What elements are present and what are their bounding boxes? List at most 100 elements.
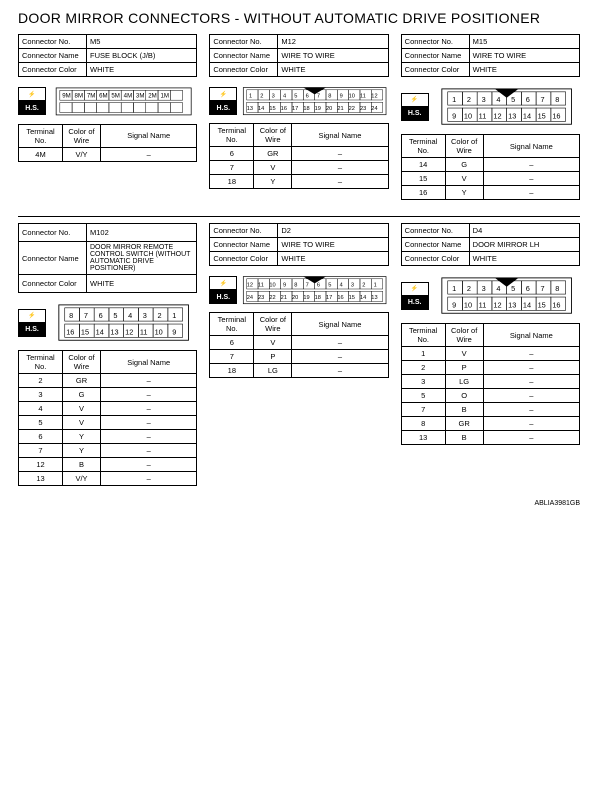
svg-text:1: 1 [452, 95, 456, 104]
svg-text:18: 18 [304, 106, 310, 112]
svg-text:1M: 1M [160, 93, 169, 100]
header-table: Connector No.M12 Connector NameWIRE TO W… [209, 34, 388, 77]
header-table: Connector No.M102 Connector NameDOOR MIR… [18, 223, 197, 293]
svg-text:10: 10 [464, 111, 472, 120]
divider [18, 216, 580, 217]
hs-icon: ⚡H.S. [401, 282, 429, 310]
section-bottom: Connector No.M102 Connector NameDOOR MIR… [18, 223, 580, 486]
svg-text:20: 20 [292, 295, 298, 301]
svg-text:9: 9 [452, 300, 456, 309]
svg-text:3: 3 [272, 94, 275, 100]
svg-text:9: 9 [172, 327, 176, 336]
svg-text:9: 9 [283, 283, 286, 289]
svg-text:24: 24 [247, 295, 253, 301]
svg-text:6: 6 [525, 95, 529, 104]
svg-text:12: 12 [372, 94, 378, 100]
page-title: DOOR MIRROR CONNECTORS - WITHOUT AUTOMAT… [18, 10, 580, 26]
svg-text:21: 21 [338, 106, 344, 112]
svg-text:3: 3 [143, 311, 147, 320]
svg-text:4M: 4M [124, 93, 133, 100]
hs-icon: ⚡H.S. [18, 309, 46, 337]
connector-D2: Connector No.D2 Connector NameWIRE TO WI… [209, 223, 388, 486]
svg-text:7: 7 [540, 284, 544, 293]
svg-text:22: 22 [349, 106, 355, 112]
svg-text:4: 4 [283, 94, 286, 100]
svg-text:15: 15 [537, 111, 545, 120]
pin-table: Terminal No.Color of WireSignal Name 6V–… [209, 312, 388, 378]
svg-text:10: 10 [270, 283, 276, 289]
svg-text:13: 13 [508, 300, 516, 309]
svg-text:14: 14 [360, 295, 366, 301]
pin-table: Terminal No.Color of WireSignal Name 14G… [401, 134, 580, 200]
svg-text:6: 6 [99, 311, 103, 320]
connector-D4: Connector No.D4 Connector NameDOOR MIRRO… [401, 223, 580, 486]
svg-text:14: 14 [523, 111, 531, 120]
svg-text:7: 7 [306, 283, 309, 289]
hs-icon: ⚡H.S. [209, 87, 237, 115]
svg-text:7: 7 [84, 311, 88, 320]
svg-text:11: 11 [140, 327, 148, 336]
connector-M12: Connector No.M12 Connector NameWIRE TO W… [209, 34, 388, 200]
svg-text:16: 16 [338, 295, 344, 301]
svg-text:5: 5 [511, 284, 515, 293]
svg-text:9: 9 [340, 94, 343, 100]
svg-text:10: 10 [464, 300, 472, 309]
pin-table: Terminal No.Color of WireSignal Name 6GR… [209, 123, 388, 189]
hs-icon: ⚡H.S. [401, 93, 429, 121]
svg-text:5M: 5M [111, 93, 120, 100]
connector-diagram: 121110987654321 242322212019181716151413 [241, 272, 388, 308]
svg-text:7: 7 [317, 94, 320, 100]
svg-text:23: 23 [360, 106, 366, 112]
svg-text:19: 19 [315, 106, 321, 112]
svg-text:6: 6 [306, 94, 309, 100]
pin-table: Terminal No.Color of WireSignal Name 2GR… [18, 350, 197, 486]
svg-text:2: 2 [363, 283, 366, 289]
svg-text:2: 2 [261, 94, 264, 100]
svg-text:13: 13 [110, 327, 118, 336]
svg-text:4: 4 [496, 95, 500, 104]
svg-text:1: 1 [374, 283, 377, 289]
svg-text:16: 16 [552, 300, 560, 309]
svg-text:16: 16 [552, 111, 560, 120]
svg-text:13: 13 [247, 106, 253, 112]
svg-text:13: 13 [372, 295, 378, 301]
svg-text:22: 22 [270, 295, 276, 301]
svg-text:15: 15 [349, 295, 355, 301]
svg-text:9: 9 [452, 111, 456, 120]
section-top: Connector No.M5 Connector NameFUSE BLOCK… [18, 34, 580, 200]
svg-text:13: 13 [508, 111, 516, 120]
svg-text:2: 2 [467, 284, 471, 293]
svg-text:11: 11 [360, 94, 366, 100]
svg-text:17: 17 [326, 295, 332, 301]
svg-text:16: 16 [281, 106, 287, 112]
svg-text:14: 14 [258, 106, 264, 112]
header-table: Connector No.M15 Connector NameWIRE TO W… [401, 34, 580, 77]
svg-text:14: 14 [96, 327, 104, 336]
svg-text:6M: 6M [99, 93, 108, 100]
svg-text:17: 17 [292, 106, 298, 112]
svg-text:12: 12 [247, 283, 253, 289]
connector-M5: Connector No.M5 Connector NameFUSE BLOCK… [18, 34, 197, 200]
connector-M15: Connector No.M15 Connector NameWIRE TO W… [401, 34, 580, 200]
connector-M102: Connector No.M102 Connector NameDOOR MIR… [18, 223, 197, 486]
hs-icon: ⚡H.S. [209, 276, 237, 304]
svg-text:5: 5 [113, 311, 117, 320]
svg-text:8: 8 [295, 283, 298, 289]
svg-text:11: 11 [478, 111, 486, 120]
svg-text:21: 21 [281, 295, 287, 301]
svg-text:19: 19 [304, 295, 310, 301]
svg-text:15: 15 [270, 106, 276, 112]
svg-text:8: 8 [69, 311, 73, 320]
connector-diagram: 123456789101112 131415161718192021222324 [241, 83, 388, 119]
svg-text:4: 4 [128, 311, 132, 320]
svg-text:3M: 3M [136, 93, 145, 100]
svg-text:5: 5 [511, 95, 515, 104]
svg-text:20: 20 [326, 106, 332, 112]
svg-text:5: 5 [295, 94, 298, 100]
svg-text:3: 3 [481, 284, 485, 293]
svg-text:10: 10 [349, 94, 355, 100]
svg-text:8: 8 [329, 94, 332, 100]
svg-text:8: 8 [555, 95, 559, 104]
pin-table: Terminal No.Color of WireSignal Name 4MV… [18, 124, 197, 162]
svg-text:23: 23 [258, 295, 264, 301]
